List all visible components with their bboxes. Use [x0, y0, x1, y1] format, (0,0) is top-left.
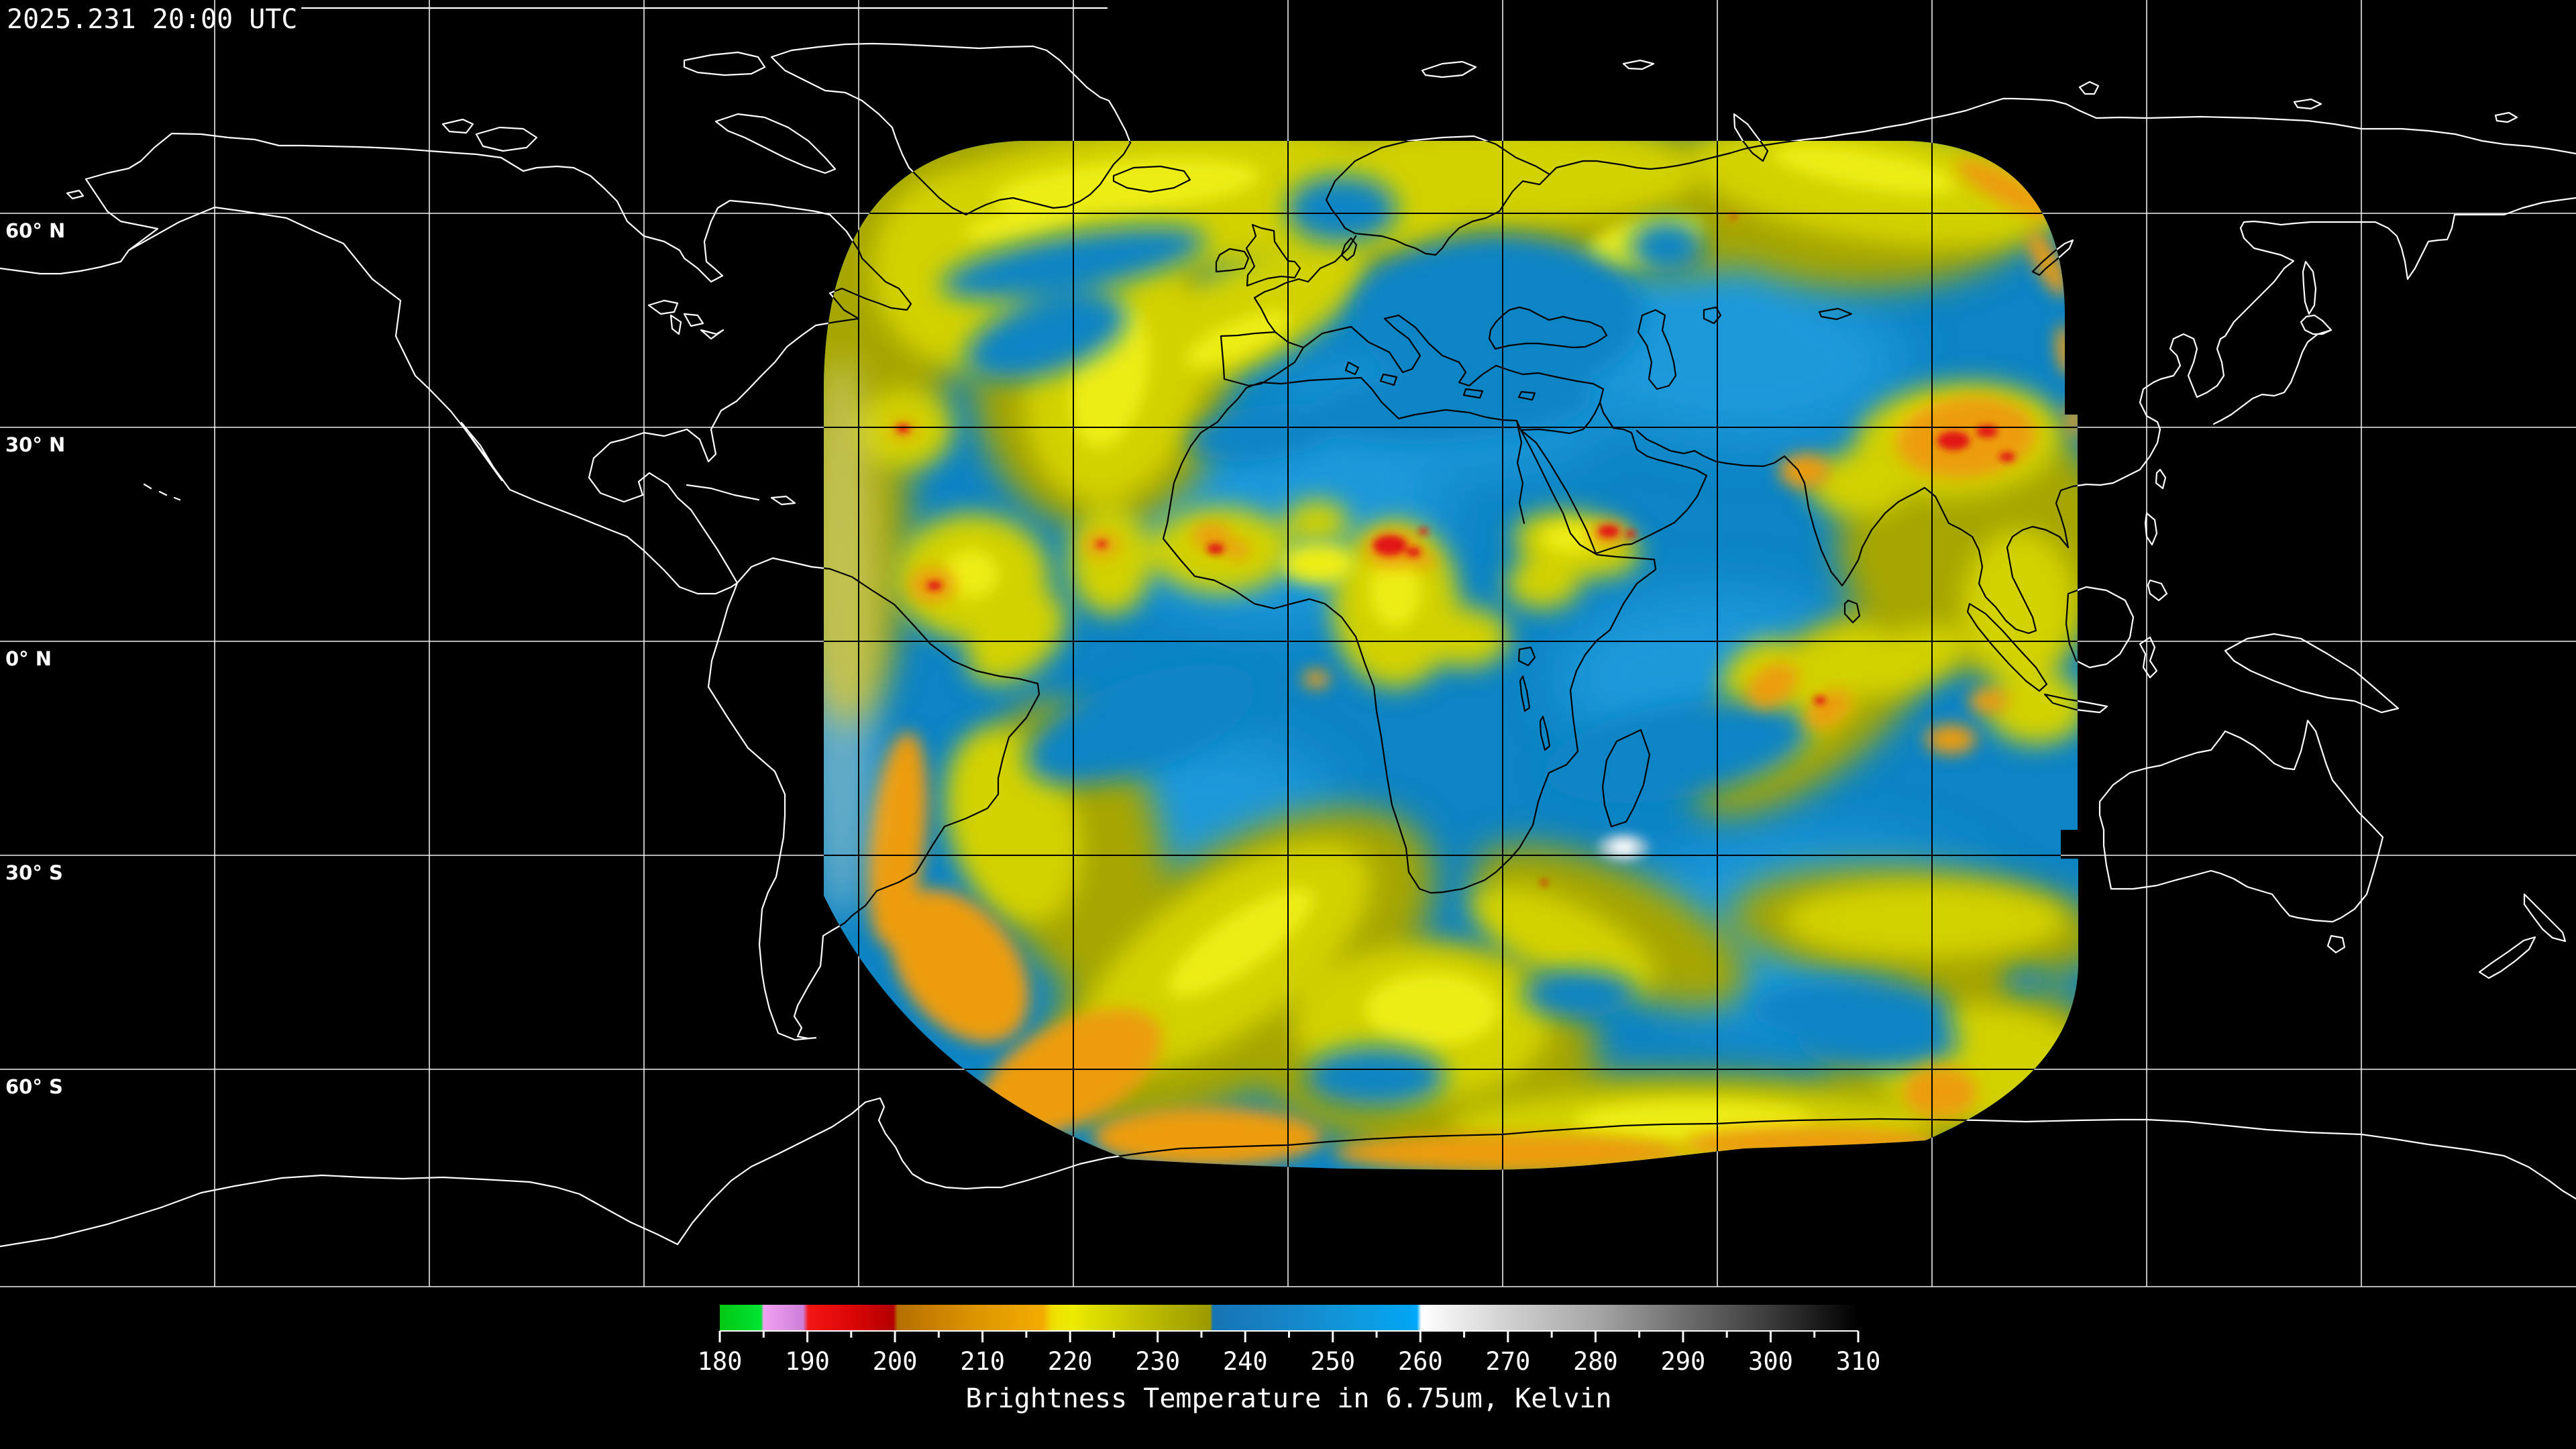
colorbar-label: 290 — [1661, 1347, 1706, 1376]
colorbar-label: 220 — [1048, 1347, 1093, 1376]
latitude-label: 60° S — [5, 1075, 63, 1098]
colorbar-label: 180 — [698, 1347, 743, 1376]
latitude-label: 60° N — [5, 219, 65, 242]
colorbar-ticks — [718, 1331, 1860, 1342]
colorbar: 180 190 200 210 220 230 240 250 260 270 280 290 300 3… — [698, 1305, 1881, 1414]
colorbar-label: 210 — [960, 1347, 1005, 1376]
colorbar-label: 300 — [1748, 1347, 1793, 1376]
colorbar-label: 260 — [1398, 1347, 1443, 1376]
colorbar-label: 190 — [785, 1347, 830, 1376]
timestamp: 2025.231 20:00 UTC — [7, 4, 297, 35]
colorbar-label: 270 — [1485, 1347, 1530, 1376]
colorbar-label: 250 — [1310, 1347, 1355, 1376]
latitude-label: 30° S — [5, 861, 63, 884]
graticule-inside-swath — [824, 141, 2078, 1170]
colorbar-label: 240 — [1223, 1347, 1268, 1376]
swath-west-limb-pale-strip — [824, 356, 879, 919]
colorbar-label: 280 — [1573, 1347, 1618, 1376]
latitude-labels: 60° N 30° N 0° N 30° S 60° S — [5, 219, 65, 1098]
colorbar-label: 230 — [1135, 1347, 1180, 1376]
colorbar-label: 200 — [873, 1347, 918, 1376]
colorbar-label: 310 — [1836, 1347, 1881, 1376]
colorbar-gradient-bar — [720, 1305, 1858, 1330]
swath-dry-blue-gaps — [941, 176, 2049, 1107]
colorbar-tick-labels: 180 190 200 210 220 230 240 250 260 270 280 290 300 3… — [698, 1347, 1881, 1376]
latitude-label: 0° N — [5, 647, 52, 670]
swath-deep-convection-red-spots — [896, 215, 2015, 885]
colorbar-title: Brightness Temperature in 6.75um, Kelvin — [965, 1383, 1611, 1414]
latitude-label: 30° N — [5, 433, 65, 456]
swath-warm-white-spot — [824, 356, 1649, 919]
satellite-swath — [824, 141, 2078, 1170]
